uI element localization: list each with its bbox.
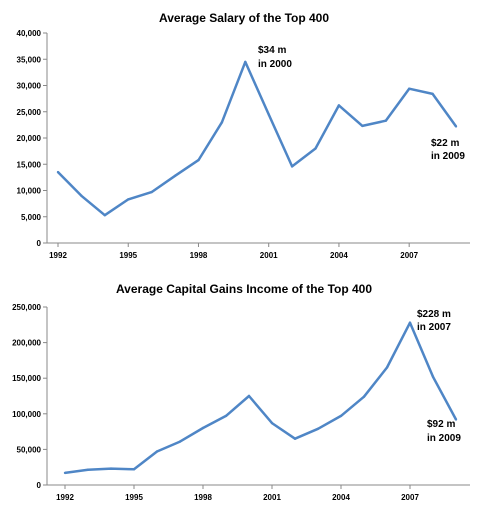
salary-chart-title: Average Salary of the Top 400 — [159, 11, 329, 25]
salary-chart: Average Salary of the Top 400 0 5,000 10,0… — [17, 11, 470, 260]
salary-y-tick-label: 25,000 — [17, 108, 42, 117]
salary-points — [56, 60, 458, 217]
salary-annotation-end-year: in 2009 — [431, 151, 465, 162]
salary-data-point — [103, 214, 107, 217]
capital-gains-x-ticks: 1992 1995 1998 2001 2004 2007 — [56, 485, 419, 502]
salary-data-point — [56, 170, 60, 174]
salary-annotation-peak-year: in 2000 — [258, 59, 292, 70]
capital-gains-y-tick-label: 0 — [37, 481, 42, 490]
salary-y-tick-label: 0 — [37, 239, 42, 248]
salary-y-tick-label: 15,000 — [17, 160, 42, 169]
salary-data-point — [197, 158, 200, 162]
capital-gains-y-ticks: 0 50,000 100,000 150,000 200,000 250,000 — [12, 303, 47, 490]
salary-y-tick-label: 5,000 — [21, 213, 42, 222]
salary-data-point — [127, 198, 130, 201]
capital-gains-data-point — [109, 467, 113, 470]
salary-data-point — [80, 194, 83, 197]
capital-gains-data-point — [431, 375, 435, 378]
salary-x-tick-label: 1992 — [49, 251, 67, 260]
capital-gains-x-tick-label: 2004 — [332, 493, 350, 502]
salary-data-point — [150, 190, 153, 194]
salary-data-point — [337, 104, 341, 107]
capital-gains-annotation-end-amount: $92 m — [427, 419, 455, 430]
salary-line — [57, 60, 458, 217]
capital-gains-annotation-end-year: in 2009 — [427, 433, 461, 444]
capital-gains-chart: Average Capital Gains Income of the Top … — [12, 282, 470, 502]
salary-data-point — [244, 60, 247, 64]
salary-x-tick-label: 1995 — [119, 251, 137, 260]
capital-gains-x-tick-label: 2007 — [401, 493, 419, 502]
capital-gains-data-point — [201, 426, 205, 430]
salary-annotation-peak-amount: $34 m — [258, 45, 286, 56]
capital-gains-annotation-peak-year: in 2007 — [417, 322, 451, 333]
salary-x-tick-label: 2001 — [260, 251, 278, 260]
capital-gains-x-tick-label: 1998 — [194, 493, 212, 502]
salary-x-tick-label: 1998 — [190, 251, 208, 260]
capital-gains-data-point — [454, 418, 458, 421]
capital-gains-data-point — [178, 440, 182, 443]
salary-annotation-end-amount: $22 m — [431, 138, 459, 149]
capital-gains-y-tick-label: 200,000 — [12, 339, 41, 348]
capital-gains-y-tick-label: 250,000 — [12, 303, 41, 312]
salary-data-point — [314, 147, 317, 150]
salary-data-point — [267, 113, 270, 116]
salary-data-point — [290, 165, 294, 168]
capital-gains-data-point — [86, 468, 90, 471]
capital-gains-x-tick-label: 2001 — [263, 493, 281, 502]
capital-gains-data-point — [132, 468, 136, 471]
capital-gains-data-point — [316, 427, 320, 430]
capital-gains-data-point — [293, 437, 297, 440]
capital-gains-annotation-peak-amount: $228 m — [417, 309, 451, 320]
salary-y-ticks: 0 5,000 10,000 15,000 20,000 25,000 30,000 35,0… — [17, 29, 47, 248]
salary-x-tick-label: 2004 — [330, 251, 348, 260]
salary-y-tick-label: 35,000 — [17, 55, 42, 64]
salary-y-tick-label: 40,000 — [17, 29, 42, 38]
capital-gains-data-point — [63, 471, 67, 475]
capital-gains-y-tick-label: 100,000 — [12, 410, 41, 419]
capital-gains-y-tick-label: 50,000 — [17, 445, 42, 454]
capital-gains-x-tick-label: 1992 — [56, 493, 74, 502]
salary-data-point — [384, 119, 387, 122]
salary-data-point — [220, 121, 224, 124]
capital-gains-data-point — [224, 414, 228, 418]
salary-x-tick-label: 2007 — [400, 251, 418, 260]
capital-gains-data-point — [339, 414, 343, 418]
capital-gains-data-point — [408, 321, 412, 324]
salary-y-tick-label: 30,000 — [17, 82, 42, 91]
capital-gains-points — [63, 321, 458, 475]
salary-data-point — [361, 124, 364, 128]
salary-data-point — [454, 125, 458, 128]
salary-data-point — [431, 92, 434, 96]
salary-x-ticks: 1992 1995 1998 2001 2004 2007 — [49, 243, 419, 260]
capital-gains-line — [64, 321, 458, 475]
capital-gains-data-point — [155, 450, 159, 453]
capital-gains-data-point — [385, 366, 389, 369]
capital-gains-y-tick-label: 150,000 — [12, 374, 41, 383]
salary-y-tick-label: 10,000 — [17, 187, 42, 196]
capital-gains-data-point — [362, 395, 366, 398]
capital-gains-chart-title: Average Capital Gains Income of the Top … — [116, 282, 372, 296]
capital-gains-x-tick-label: 1995 — [125, 493, 143, 502]
capital-gains-data-point — [270, 421, 274, 425]
salary-y-tick-label: 20,000 — [17, 134, 42, 143]
salary-data-point — [173, 174, 177, 177]
capital-gains-data-point — [247, 394, 251, 398]
salary-data-point — [408, 87, 411, 90]
